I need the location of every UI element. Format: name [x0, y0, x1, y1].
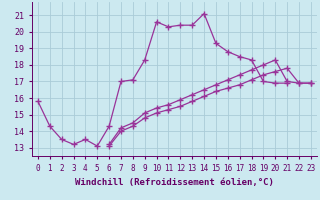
X-axis label: Windchill (Refroidissement éolien,°C): Windchill (Refroidissement éolien,°C): [75, 178, 274, 187]
